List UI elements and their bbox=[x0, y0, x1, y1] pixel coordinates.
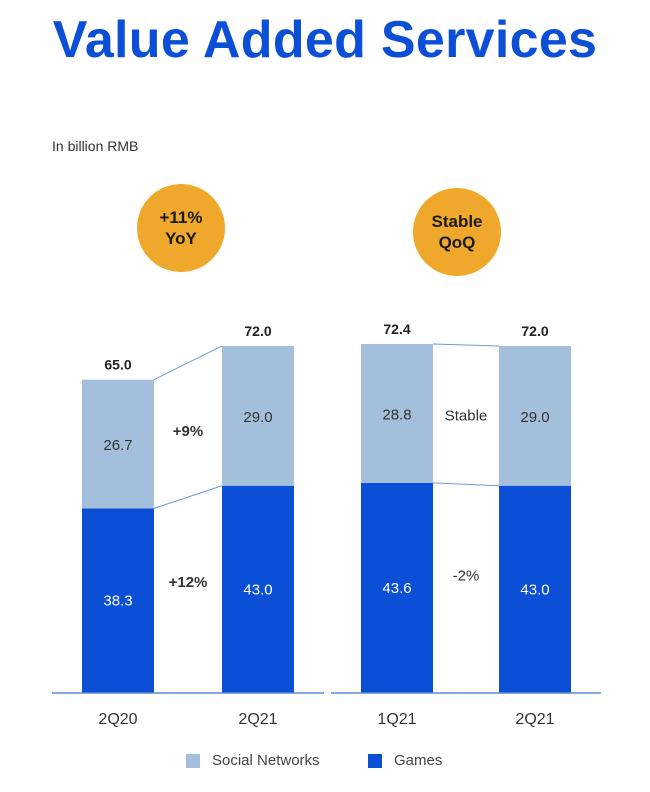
badge-circle bbox=[137, 184, 225, 272]
x-tick-label: 1Q21 bbox=[377, 711, 416, 728]
change-label-social: +9% bbox=[173, 423, 203, 440]
bar-games-1q21 bbox=[361, 482, 433, 693]
total-label: 65.0 bbox=[104, 357, 131, 373]
connector-top bbox=[432, 343, 500, 347]
change-label-games: -2% bbox=[453, 568, 480, 585]
value-label-social: 29.0 bbox=[520, 409, 549, 426]
bar-games-2q20 bbox=[82, 508, 154, 693]
legend-swatch-social bbox=[186, 753, 200, 768]
page-title: Value Added Services bbox=[52, 11, 598, 69]
value-label-social: 26.7 bbox=[103, 437, 132, 454]
connector-top bbox=[153, 345, 223, 381]
legend-label-social: Social Networks bbox=[212, 752, 320, 769]
bar-social-2q21 bbox=[499, 345, 571, 486]
value-label-games: 43.6 bbox=[382, 580, 411, 597]
bar-games-2q21 bbox=[222, 485, 294, 693]
change-label-social: Stable bbox=[445, 408, 488, 425]
badge-text-line1: +11% bbox=[159, 208, 202, 227]
x-tick-label: 2Q21 bbox=[238, 711, 277, 728]
bar-social-1q21 bbox=[361, 344, 433, 483]
badge-text-line1: Stable bbox=[431, 212, 482, 231]
x-tick-label: 2Q20 bbox=[98, 711, 137, 728]
value-label-games: 38.3 bbox=[103, 593, 132, 610]
bar-games-2q21 bbox=[499, 485, 571, 693]
connector-middle bbox=[153, 485, 223, 509]
total-label: 72.0 bbox=[244, 323, 271, 339]
change-label-games: +12% bbox=[169, 574, 208, 591]
connector-middle bbox=[432, 482, 500, 487]
legend-swatch-games bbox=[368, 753, 382, 768]
unit-label: In billion RMB bbox=[52, 138, 139, 154]
badge-circle bbox=[413, 188, 501, 276]
value-label-games: 43.0 bbox=[520, 581, 549, 598]
total-label: 72.0 bbox=[521, 323, 548, 339]
value-label-social: 29.0 bbox=[243, 409, 272, 426]
legend-item-social: Social Networks bbox=[186, 752, 320, 769]
value-label-social: 28.8 bbox=[382, 406, 411, 423]
bar-social-2q21 bbox=[222, 345, 294, 486]
value-label-games: 43.0 bbox=[243, 581, 272, 598]
legend-label-games: Games bbox=[394, 752, 443, 769]
legend-item-games: Games bbox=[368, 752, 442, 769]
bar-social-2q20 bbox=[82, 379, 154, 509]
badge-text-line2: YoY bbox=[165, 229, 197, 248]
x-tick-label: 2Q21 bbox=[515, 711, 554, 728]
badge-text-line2: QoQ bbox=[439, 233, 476, 252]
total-label: 72.4 bbox=[383, 321, 410, 337]
